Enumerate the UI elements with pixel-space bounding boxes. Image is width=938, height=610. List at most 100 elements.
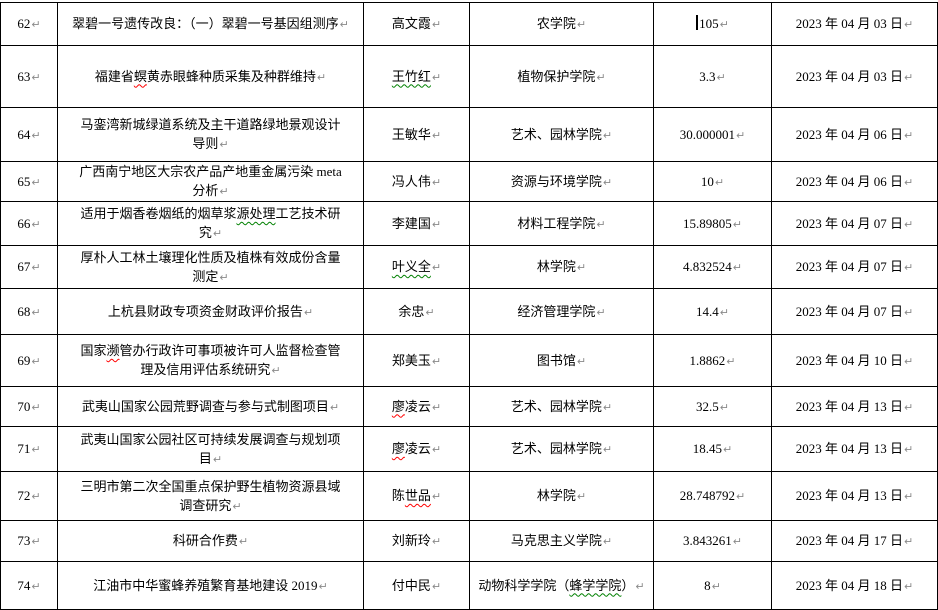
cell-text: 武夷山国家公园荒野调查与参与式制图项目 [81, 398, 329, 414]
department-cell[interactable]: 马克思主义学院↵ [469, 520, 654, 562]
project-title-cell[interactable]: 科研合作费↵ [57, 520, 364, 562]
date-cell[interactable]: 2023 年 04 月 17 日↵ [771, 520, 938, 562]
leader-name-cell[interactable]: 叶义全↵ [363, 245, 470, 289]
paragraph-mark: ↵ [602, 128, 613, 142]
amount-cell[interactable]: 32.5↵ [653, 386, 772, 427]
paragraph-mark: ↵ [31, 261, 41, 274]
date-cell[interactable]: 2023 年 04 月 18 日↵ [771, 561, 938, 610]
paragraph-mark: ↵ [602, 443, 613, 456]
department-cell[interactable]: 艺术、园林学院↵ [469, 426, 654, 472]
paragraph-mark: ↵ [339, 18, 349, 31]
leader-name-cell[interactable]: 高文霞↵ [363, 2, 470, 46]
row-number: 64 [17, 126, 31, 142]
project-title-cell[interactable]: 福建省螟黄赤眼蜂种质采集及种群维持↵ [57, 45, 364, 108]
date-text: 2023 年 04 月 06 日 [795, 173, 904, 189]
leader-name-cell[interactable]: 冯人伟↵ [363, 161, 470, 202]
cell-text: 30.000001 [679, 126, 736, 142]
amount-cell[interactable]: 8↵ [653, 561, 772, 610]
row-number: 67 [17, 259, 31, 274]
amount-cell[interactable]: 15.89805↵ [653, 201, 772, 246]
row-number-cell[interactable]: 62↵ [0, 2, 58, 46]
leader-name-cell[interactable]: 陈世品↵ [363, 471, 470, 521]
amount-cell[interactable]: 4.832524↵ [653, 245, 772, 289]
date-cell[interactable]: 2023 年 04 月 13 日↵ [771, 426, 938, 472]
row-number-cell[interactable]: 68↵ [0, 288, 58, 335]
row-number-cell[interactable]: 74↵ [0, 561, 58, 610]
amount-cell[interactable]: 30.000001↵ [653, 107, 772, 162]
cell-text: 14.4 [696, 303, 719, 319]
cell-text: 付中民 [391, 577, 431, 593]
department-cell[interactable]: 艺术、园林学院↵ [469, 386, 654, 427]
row-number-cell[interactable]: 65↵ [0, 161, 58, 202]
project-title-cell[interactable]: 适用于烟香卷烟纸的烟草浆源处理工艺技术研 究↵ [57, 201, 364, 246]
department-cell[interactable]: 资源与环境学院↵ [469, 161, 654, 202]
row-number-cell[interactable]: 72↵ [0, 471, 58, 521]
project-title-cell[interactable]: 武夷山国家公园社区可持续发展调查与规划项 目↵ [57, 426, 364, 472]
date-cell[interactable]: 2023 年 04 月 07 日↵ [771, 201, 938, 246]
project-title-cell[interactable]: 翠碧一号遗传改良：（一）翠碧一号基因组测序↵ [57, 2, 364, 46]
project-title-cell[interactable]: 武夷山国家公园荒野调查与参与式制图项目↵ [57, 386, 364, 427]
department-cell[interactable]: 图书馆↵ [469, 334, 654, 387]
row-number-cell[interactable]: 73↵ [0, 520, 58, 562]
row-number-cell[interactable]: 66↵ [0, 201, 58, 246]
date-cell[interactable]: 2023 年 04 月 13 日↵ [771, 471, 938, 521]
date-cell[interactable]: 2023 年 04 月 07 日↵ [771, 245, 938, 289]
paragraph-mark: ↵ [238, 535, 249, 548]
amount-cell[interactable]: 105↵ [653, 2, 772, 46]
amount-cell[interactable]: 10↵ [653, 161, 772, 202]
amount-cell[interactable]: 3.843261↵ [653, 520, 772, 562]
project-title-cell[interactable]: 国家濒管办行政许可事项被许可人监督检查管 理及信用评估系统研究↵ [57, 334, 364, 387]
date-cell[interactable]: 2023 年 04 月 10 日↵ [771, 334, 938, 387]
department-cell[interactable]: 动物科学学院（蜂学学院）↵ [469, 561, 654, 610]
department-cell[interactable]: 经济管理学院↵ [469, 288, 654, 335]
department-cell[interactable]: 林学院↵ [469, 471, 654, 521]
date-cell[interactable]: 2023 年 04 月 13 日↵ [771, 386, 938, 427]
paragraph-mark: ↵ [904, 579, 914, 593]
leader-name-cell[interactable]: 王敏华↵ [363, 107, 470, 162]
cell-text: 刘新玲 [391, 533, 431, 548]
date-cell[interactable]: 2023 年 04 月 06 日↵ [771, 107, 938, 162]
paragraph-mark: ↵ [219, 138, 229, 151]
leader-name-cell[interactable]: 李建国↵ [363, 201, 470, 246]
date-cell[interactable]: 2023 年 04 月 06 日↵ [771, 161, 938, 202]
department-cell[interactable]: 林学院↵ [469, 245, 654, 289]
row-number-cell[interactable]: 64↵ [0, 107, 58, 162]
leader-name-cell[interactable]: 王竹红↵ [363, 45, 470, 108]
leader-name-cell[interactable]: 廖凌云↵ [363, 426, 470, 472]
amount-cell[interactable]: 3.3↵ [653, 45, 772, 108]
row-number-cell[interactable]: 63↵ [0, 45, 58, 108]
amount-cell[interactable]: 14.4↵ [653, 288, 772, 335]
leader-name-cell[interactable]: 郑美玉↵ [363, 334, 470, 387]
date-text: 2023 年 04 月 07 日 [795, 303, 904, 319]
project-title-cell[interactable]: 上杭县财政专项资金财政评价报告↵ [57, 288, 364, 335]
row-number-cell[interactable]: 67↵ [0, 245, 58, 289]
amount-cell[interactable]: 1.8862↵ [653, 334, 772, 387]
project-title-cell[interactable]: 广西南宁地区大宗农产品产地重金属污染 meta 分析↵ [57, 161, 364, 202]
paragraph-mark: ↵ [425, 305, 435, 319]
department-cell[interactable]: 艺术、园林学院↵ [469, 107, 654, 162]
row-number-cell[interactable]: 69↵ [0, 334, 58, 387]
date-cell[interactable]: 2023 年 04 月 03 日↵ [771, 45, 938, 108]
cell-text: 上杭县财政专项资金财政评价报告 [107, 303, 303, 319]
row-number-cell[interactable]: 71↵ [0, 426, 58, 472]
row-number-cell[interactable]: 70↵ [0, 386, 58, 427]
cell-text: 艺术、园林学院 [510, 398, 602, 414]
date-cell[interactable]: 2023 年 04 月 03 日↵ [771, 2, 938, 46]
department-cell[interactable]: 植物保护学院↵ [469, 45, 654, 108]
project-title-cell[interactable]: 三明市第二次全国重点保护野生植物资源县域 调查研究↵ [57, 471, 364, 521]
leader-name-cell[interactable]: 余忠↵ [363, 288, 470, 335]
amount-cell[interactable]: 18.45↵ [653, 426, 772, 472]
department-cell[interactable]: 材料工程学院↵ [469, 201, 654, 246]
amount-cell[interactable]: 28.748792↵ [653, 471, 772, 521]
leader-name-cell[interactable]: 付中民↵ [363, 561, 470, 610]
department-cell[interactable]: 农学院↵ [469, 2, 654, 46]
date-cell[interactable]: 2023 年 04 月 07 日↵ [771, 288, 938, 335]
table-row: 68↵ 上杭县财政专项资金财政评价报告↵ 余忠↵ 经济管理学院↵ 14.4↵ 2023 年… [0, 288, 938, 335]
project-title-cell[interactable]: 厚朴人工林土壤理化性质及植株有效成份含量 测定↵ [57, 245, 364, 289]
leader-name-cell[interactable]: 刘新玲↵ [363, 520, 470, 562]
project-title-cell[interactable]: 江油市中华蜜蜂养殖繁育基地建设 2019↵ [57, 561, 364, 610]
leader-name-cell[interactable]: 廖凌云↵ [363, 386, 470, 427]
cell-text: 凌云 [404, 398, 431, 414]
project-title-cell[interactable]: 马銮湾新城绿道系统及主干道路绿地景观设计 导则↵ [57, 107, 364, 162]
